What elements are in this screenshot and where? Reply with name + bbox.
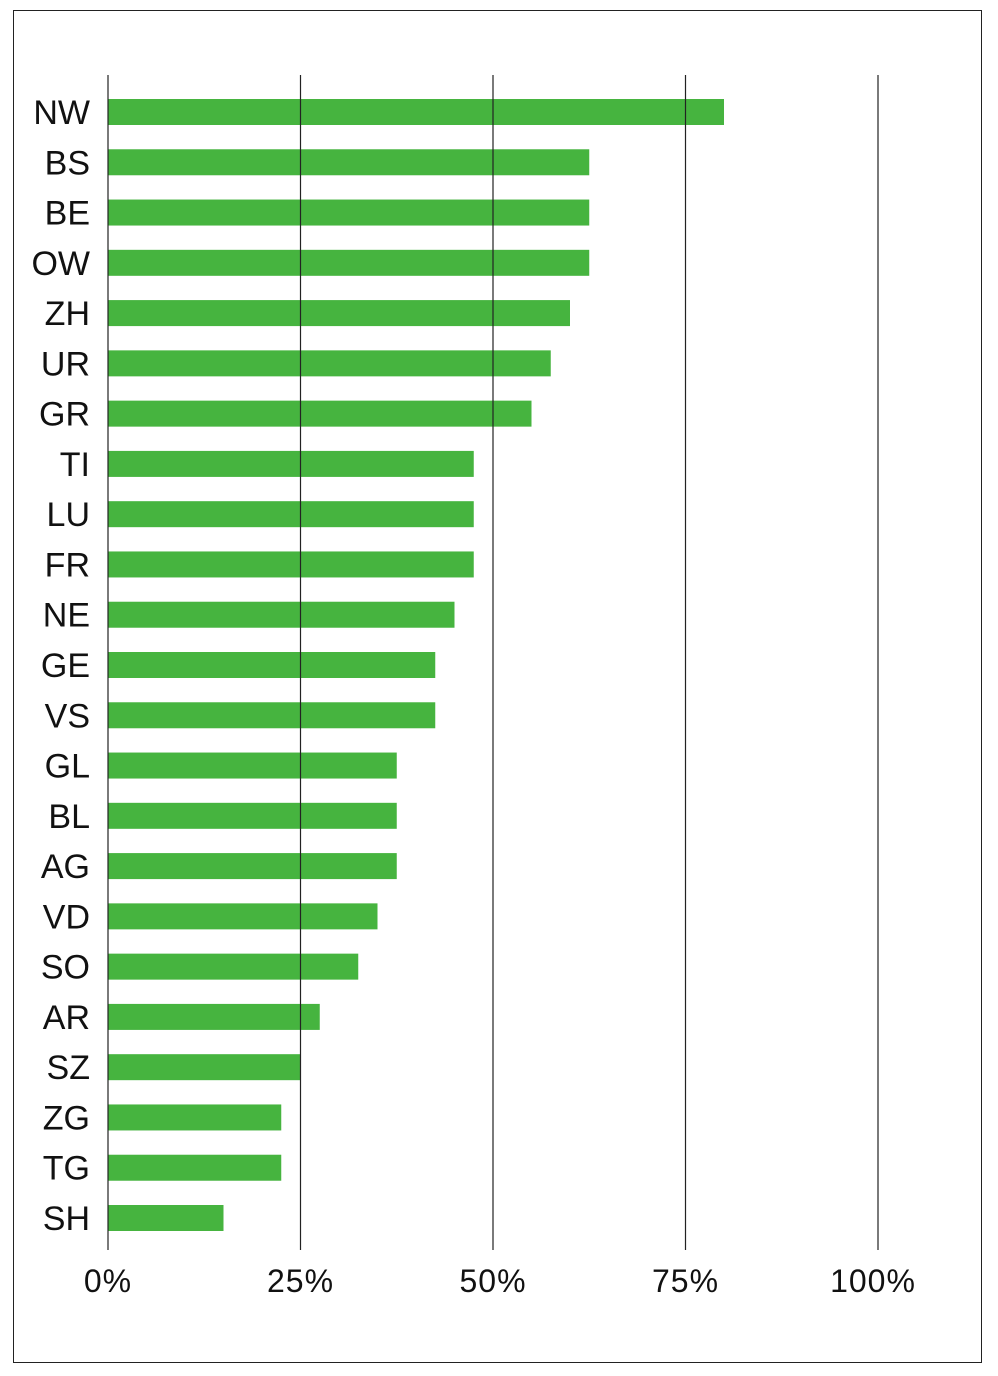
category-label: ZH bbox=[45, 295, 90, 333]
x-tick-label: 75% bbox=[652, 1263, 719, 1299]
bar-nw bbox=[108, 99, 724, 125]
x-tick-label: 0% bbox=[84, 1263, 132, 1299]
category-label: OW bbox=[31, 245, 90, 283]
bar-gl bbox=[108, 752, 397, 779]
category-label: GE bbox=[41, 647, 90, 685]
x-tick-label: 25% bbox=[267, 1263, 334, 1299]
category-label: SZ bbox=[47, 1049, 90, 1087]
category-label: AG bbox=[41, 848, 90, 886]
category-label: TG bbox=[43, 1150, 90, 1188]
bar-ow bbox=[108, 249, 590, 276]
bar-so bbox=[108, 953, 359, 980]
category-label: ZG bbox=[43, 1099, 90, 1137]
bar-zg bbox=[108, 1104, 282, 1131]
chart-frame bbox=[13, 10, 982, 1363]
bar-vd bbox=[108, 903, 378, 930]
category-label: SO bbox=[41, 949, 90, 987]
bar-lu bbox=[108, 501, 474, 528]
bar-ur bbox=[108, 350, 551, 377]
bar-ti bbox=[108, 450, 474, 477]
x-tick-label: 100% bbox=[830, 1263, 916, 1299]
bar-sz bbox=[108, 1054, 301, 1081]
bar-bs bbox=[108, 149, 590, 176]
bar-fr bbox=[108, 551, 474, 578]
category-label: BS bbox=[45, 144, 90, 182]
category-label: NE bbox=[43, 597, 90, 635]
category-label: TI bbox=[60, 446, 90, 484]
bar-ag bbox=[108, 853, 397, 880]
bar-vs bbox=[108, 702, 436, 729]
category-label: GR bbox=[39, 396, 90, 434]
category-label: BE bbox=[45, 195, 90, 233]
bar-ar bbox=[108, 1003, 320, 1030]
category-label: UR bbox=[41, 345, 90, 383]
bar-bl bbox=[108, 802, 397, 829]
bar-zh bbox=[108, 300, 570, 327]
bar-ne bbox=[108, 601, 455, 628]
category-label: BL bbox=[48, 798, 90, 836]
category-label: LU bbox=[47, 496, 90, 534]
bar-tg bbox=[108, 1154, 282, 1181]
bar-gr bbox=[108, 400, 532, 427]
bar-be bbox=[108, 199, 590, 226]
bar-ge bbox=[108, 652, 436, 678]
category-label: FR bbox=[45, 546, 90, 584]
category-label: NW bbox=[33, 94, 90, 132]
x-tick-label: 50% bbox=[459, 1263, 526, 1299]
category-label: GL bbox=[45, 748, 90, 786]
category-label: VS bbox=[45, 697, 90, 735]
bar-sh bbox=[108, 1205, 224, 1231]
category-label: AR bbox=[43, 999, 90, 1037]
category-label: VD bbox=[43, 898, 90, 936]
category-label: SH bbox=[43, 1200, 90, 1238]
